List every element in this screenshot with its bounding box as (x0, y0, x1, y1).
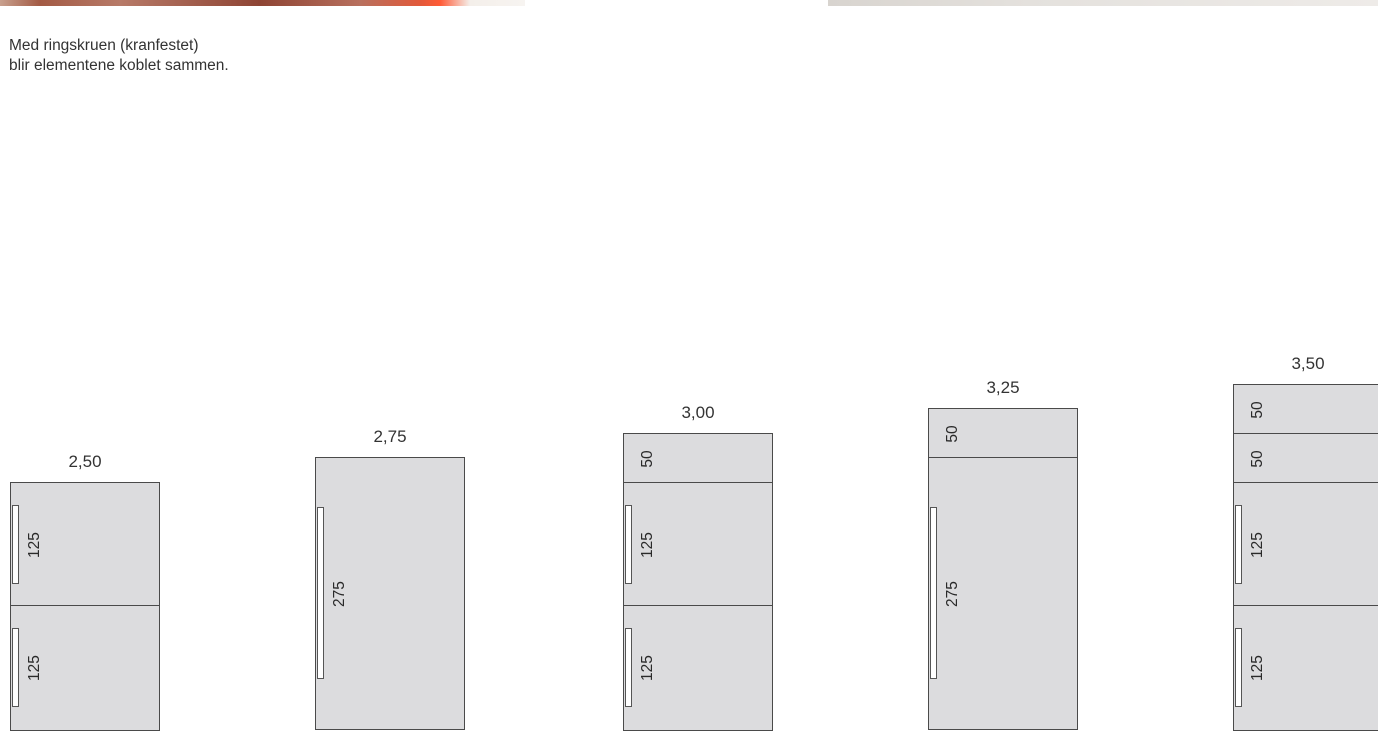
lifting-handle (12, 628, 19, 707)
top-photo-right (828, 0, 1378, 6)
element-block: 50 (1233, 433, 1378, 485)
block-height-label: 50 (1249, 450, 1266, 468)
block-height-label: 125 (26, 532, 43, 558)
element-column: 3,50 50 50 125 125 (1233, 354, 1378, 731)
caption-line-2: blir elementene koblet sammen. (9, 57, 229, 74)
element-column: 3,25 50 275 (928, 378, 1078, 730)
element-block: 125 (623, 605, 773, 731)
block-height-label: 125 (639, 655, 656, 681)
lifting-handle (317, 507, 324, 679)
lifting-handle (625, 628, 632, 707)
top-photo-left (0, 0, 525, 6)
block-height-label: 50 (1249, 401, 1266, 419)
block-height-label: 125 (639, 532, 656, 558)
block-height-label: 125 (1249, 655, 1266, 681)
block-height-label: 125 (26, 655, 43, 681)
lifting-handle (930, 507, 937, 679)
element-block: 275 (315, 457, 465, 730)
element-block: 275 (928, 457, 1078, 730)
element-block: 50 (928, 408, 1078, 460)
lifting-handle (1235, 505, 1242, 584)
lifting-handle (625, 505, 632, 584)
caption-line-1: Med ringskruen (kranfestet) (9, 37, 199, 54)
column-total-label: 2,50 (68, 452, 102, 471)
element-block: 50 (623, 433, 773, 485)
block-height-label: 50 (944, 425, 961, 443)
block-height-label: 275 (944, 580, 961, 607)
column-total-label: 2,75 (373, 427, 407, 446)
element-block: 50 (1233, 384, 1378, 436)
element-column: 2,50 125 125 (10, 452, 160, 731)
element-column: 3,00 50 125 125 (623, 403, 773, 731)
lifting-handle (12, 505, 19, 584)
block-height-label: 50 (639, 450, 656, 468)
element-block: 125 (10, 605, 160, 731)
column-total-label: 3,25 (986, 378, 1020, 397)
caption: Med ringskruen (kranfestet) blir element… (9, 36, 229, 76)
element-block: 125 (1233, 605, 1378, 731)
column-total-label: 3,50 (1291, 354, 1325, 373)
element-block: 125 (1233, 482, 1378, 608)
element-column: 2,75 275 (315, 427, 465, 730)
block-height-label: 125 (1249, 532, 1266, 558)
lifting-handle (1235, 628, 1242, 707)
column-total-label: 3,00 (681, 403, 715, 422)
element-block: 125 (623, 482, 773, 608)
block-height-label: 275 (331, 580, 348, 607)
element-block: 125 (10, 482, 160, 608)
